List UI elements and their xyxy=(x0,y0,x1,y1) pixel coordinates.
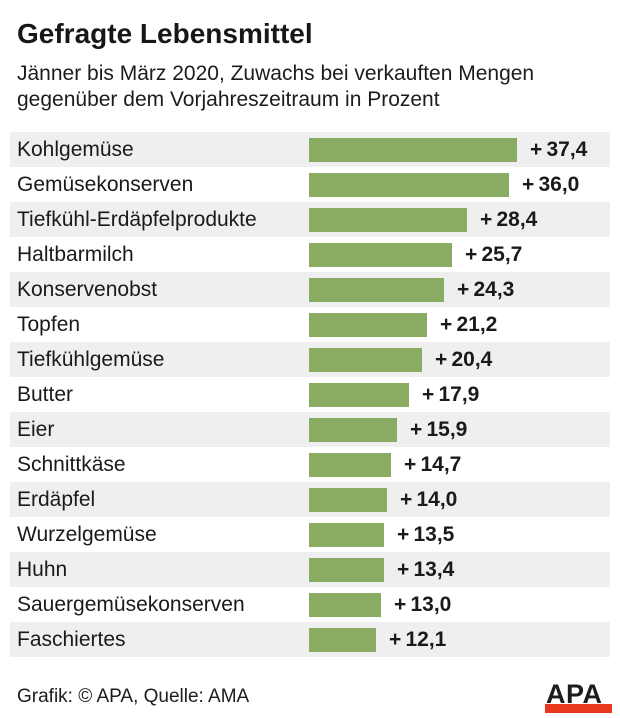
chart-row: Haltbarmilch + 25,7 xyxy=(10,237,610,272)
value-bar xyxy=(309,592,381,617)
value-bar xyxy=(309,207,467,232)
value-label: + 20,4 xyxy=(435,347,493,371)
value-label: + 17,9 xyxy=(422,382,480,406)
value-bar xyxy=(309,627,376,652)
apa-logo: APA xyxy=(545,679,612,713)
chart-row: Schnittkäse + 14,7 xyxy=(10,447,610,482)
value-label: + 25,7 xyxy=(465,242,523,266)
value-label: + 14,0 xyxy=(400,487,458,511)
apa-logo-underline xyxy=(545,704,612,713)
chart-row: Sauergemüsekonserven + 13,0 xyxy=(10,587,610,622)
chart-row: Tiefkühlgemüse + 20,4 xyxy=(10,342,610,377)
category-label: Sauergemüsekonserven xyxy=(17,592,245,616)
chart-row: Topfen + 21,2 xyxy=(10,307,610,342)
source-credit: Grafik: © APA, Quelle: AMA xyxy=(17,686,250,707)
value-label: + 24,3 xyxy=(457,277,515,301)
value-bar xyxy=(309,487,387,512)
category-label: Gemüsekonserven xyxy=(17,172,194,196)
category-label: Schnittkäse xyxy=(17,452,126,476)
value-label: + 15,9 xyxy=(410,417,468,441)
category-label: Haltbarmilch xyxy=(17,242,134,266)
chart-subtitle: Jänner bis März 2020, Zuwachs bei verkau… xyxy=(17,61,534,113)
value-bar xyxy=(309,277,444,302)
chart-row: Huhn + 13,4 xyxy=(10,552,610,587)
category-label: Faschiertes xyxy=(17,627,126,651)
value-bar xyxy=(309,347,422,372)
value-label: + 13,4 xyxy=(397,557,455,581)
value-bar xyxy=(309,557,384,582)
value-label: + 13,0 xyxy=(394,592,452,616)
value-bar xyxy=(309,522,384,547)
value-label: + 13,5 xyxy=(397,522,455,546)
category-label: Erdäpfel xyxy=(17,487,96,511)
chart-row: Kohlgemüse + 37,4 xyxy=(10,132,610,167)
value-label: + 28,4 xyxy=(480,207,538,231)
category-label: Tiefkühl-Erdäpfelprodukte xyxy=(17,207,257,231)
chart-row: Konservenobst + 24,3 xyxy=(10,272,610,307)
value-label: + 36,0 xyxy=(522,172,580,196)
value-label: + 21,2 xyxy=(440,312,498,336)
category-label: Wurzelgemüse xyxy=(17,522,157,546)
category-label: Butter xyxy=(17,382,74,406)
value-label: + 14,7 xyxy=(404,452,462,476)
subtitle-line-2: gegenüber dem Vorjahreszeitraum in Proze… xyxy=(17,88,440,111)
category-label: Topfen xyxy=(17,312,81,336)
value-label: + 37,4 xyxy=(530,137,588,161)
chart-row: Gemüsekonserven + 36,0 xyxy=(10,167,610,202)
value-bar xyxy=(309,137,517,162)
chart-row: Tiefkühl-Erdäpfelprodukte + 28,4 xyxy=(10,202,610,237)
category-label: Kohlgemüse xyxy=(17,137,134,161)
value-bar xyxy=(309,172,509,197)
chart-row: Wurzelgemüse + 13,5 xyxy=(10,517,610,552)
value-label: + 12,1 xyxy=(389,627,447,651)
value-bar xyxy=(309,312,427,337)
chart-row: Faschiertes + 12,1 xyxy=(10,622,610,657)
value-bar xyxy=(309,382,409,407)
apa-logo-text: APA xyxy=(546,679,603,709)
chart-row: Butter + 17,9 xyxy=(10,377,610,412)
value-bar xyxy=(309,417,397,442)
bar-chart: Kohlgemüse + 37,4 Gemüsekonserven + 36,0… xyxy=(10,132,610,657)
category-label: Eier xyxy=(17,417,55,441)
chart-row: Eier + 15,9 xyxy=(10,412,610,447)
category-label: Tiefkühlgemüse xyxy=(17,347,165,371)
subtitle-line-1: Jänner bis März 2020, Zuwachs bei verkau… xyxy=(17,62,535,85)
value-bar xyxy=(309,242,452,267)
value-bar xyxy=(309,452,391,477)
chart-row: Erdäpfel + 14,0 xyxy=(10,482,610,517)
category-label: Konservenobst xyxy=(17,277,158,301)
page-title: Gefragte Lebensmittel xyxy=(17,18,313,49)
category-label: Huhn xyxy=(17,557,68,581)
